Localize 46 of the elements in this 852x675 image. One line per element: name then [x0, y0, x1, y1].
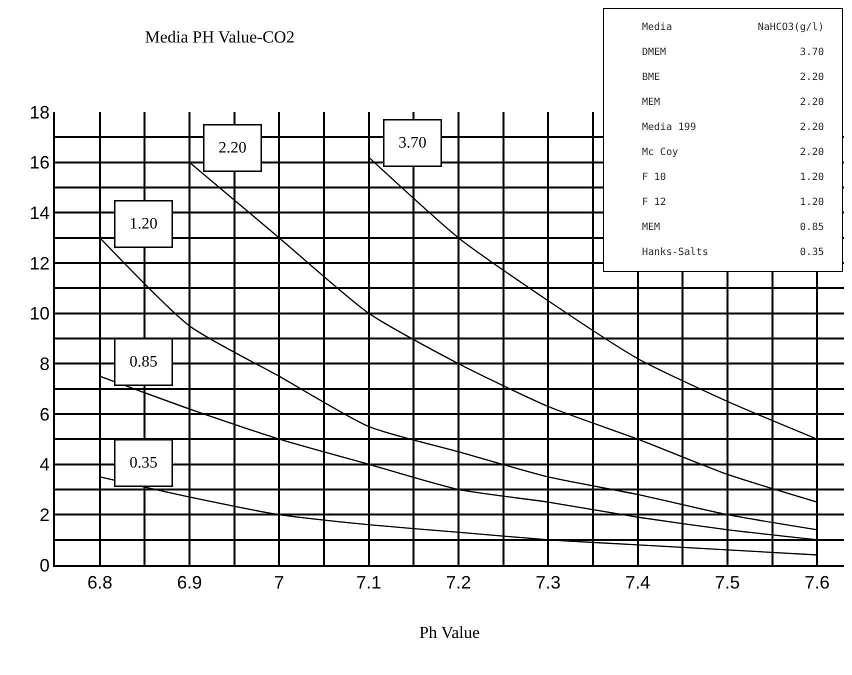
annotation: Mc Coy — [642, 146, 678, 160]
x-tick-label: 7.4 — [625, 572, 650, 592]
text: Media — [642, 22, 672, 33]
annotation: 2.20 — [800, 121, 824, 135]
y-tick-label: 14 — [30, 202, 50, 223]
annotation: Media 199 — [642, 121, 696, 135]
annotation: Hanks-Salts — [642, 246, 708, 260]
text: MEM — [642, 97, 660, 108]
y-tick-label: 18 — [30, 102, 50, 122]
text: 2.20 — [800, 72, 824, 83]
x-tick-label: 6.9 — [176, 572, 202, 592]
series-label: 1.20 — [130, 216, 158, 232]
series-label: 0.85 — [130, 354, 158, 370]
annotation: 1.20 — [800, 171, 824, 185]
annotation: F 12 — [642, 196, 666, 210]
x-tick-label: 7 — [274, 572, 284, 592]
text: NaHCO3(g/l) — [758, 22, 824, 33]
text: 3.70 — [800, 47, 824, 58]
annotation: 0.85 — [800, 221, 824, 235]
annotation: 2.20 — [800, 146, 824, 160]
y-tick-label: 2 — [40, 504, 50, 525]
y-tick-label: 12 — [30, 253, 50, 274]
series-label: 2.20 — [218, 140, 246, 156]
y-tick-label: 6 — [40, 404, 50, 424]
series-label: 3.70 — [398, 134, 426, 152]
annotation: F 10 — [642, 171, 666, 185]
chart-title: Media PH Value-CO2 — [144, 27, 295, 46]
text: BME — [642, 72, 660, 83]
x-tick-label: 6.8 — [87, 572, 112, 592]
x-axis-title: Ph Value — [419, 623, 480, 642]
x-tick-label: 7.1 — [356, 572, 382, 592]
x-tick-label: 7.2 — [446, 572, 471, 592]
x-tick-label: 7.5 — [714, 572, 740, 592]
annotation: 0.35 — [800, 246, 824, 260]
y-tick-label: 16 — [30, 152, 50, 173]
y-tick-label: 4 — [40, 454, 50, 475]
y-tick-label: 10 — [30, 304, 50, 324]
annotation: 1.20 — [800, 196, 824, 210]
series-label: 0.35 — [130, 454, 158, 472]
x-tick-label: 7.3 — [536, 572, 561, 592]
x-tick-label: 7.6 — [804, 572, 830, 592]
y-tick-label: 8 — [40, 354, 50, 374]
annotation: MEM — [642, 221, 660, 235]
y-tick-label: 0 — [40, 555, 50, 576]
text: 2.20 — [800, 97, 824, 108]
text: DMEM — [642, 47, 666, 58]
